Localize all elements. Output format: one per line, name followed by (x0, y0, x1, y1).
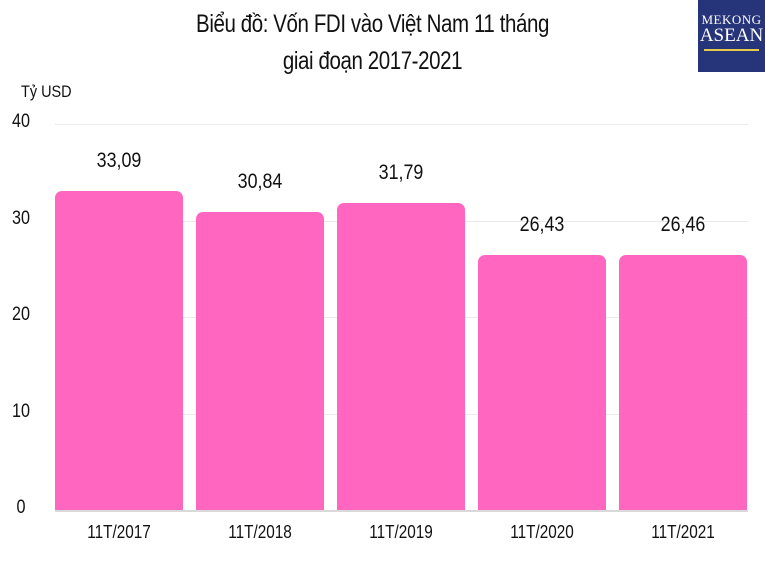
mekong-asean-logo: MEKONG ASEAN (698, 0, 765, 72)
bar-value-label: 26,46 (660, 212, 706, 236)
x-tick-label: 11T/2020 (510, 522, 574, 542)
y-tick-label: 10 (12, 400, 30, 422)
y-tick-label: 20 (12, 304, 30, 325)
logo-text-mekong: MEKONG (701, 12, 762, 27)
y-tick-label: 30 (12, 207, 30, 229)
logo-tagline-bar (704, 49, 759, 51)
x-tick-label: 11T/2019 (369, 522, 433, 542)
x-tick-label: 11T/2021 (651, 522, 715, 542)
bar-11t-2021 (619, 254, 747, 510)
bar-11t-2017 (55, 190, 183, 510)
bar-11t-2018 (196, 212, 324, 510)
gridline (55, 124, 748, 125)
y-tick-label: 0 (16, 497, 26, 518)
logo-text-asean: ASEAN (699, 25, 764, 46)
bar-value-label: 26,43 (519, 212, 565, 236)
bar-value-label: 33,09 (96, 148, 142, 172)
bar-value-label: 31,79 (378, 161, 424, 185)
bar-value-label: 30,84 (237, 170, 283, 194)
bar-11t-2020 (478, 254, 606, 510)
y-tick-label: 40 (12, 111, 30, 132)
bar-11t-2019 (337, 203, 465, 510)
x-tick-label: 11T/2018 (228, 522, 292, 542)
x-axis-baseline (55, 510, 748, 512)
chart-title-line-2: giai đoạn 2017-2021 (282, 47, 463, 75)
x-tick-label: 11T/2017 (87, 522, 151, 542)
y-axis-unit-label: Tỷ USD (21, 82, 72, 101)
chart-title-line-1: Biểu đồ: Vốn FDI vào Việt Nam 11 tháng (196, 10, 549, 38)
